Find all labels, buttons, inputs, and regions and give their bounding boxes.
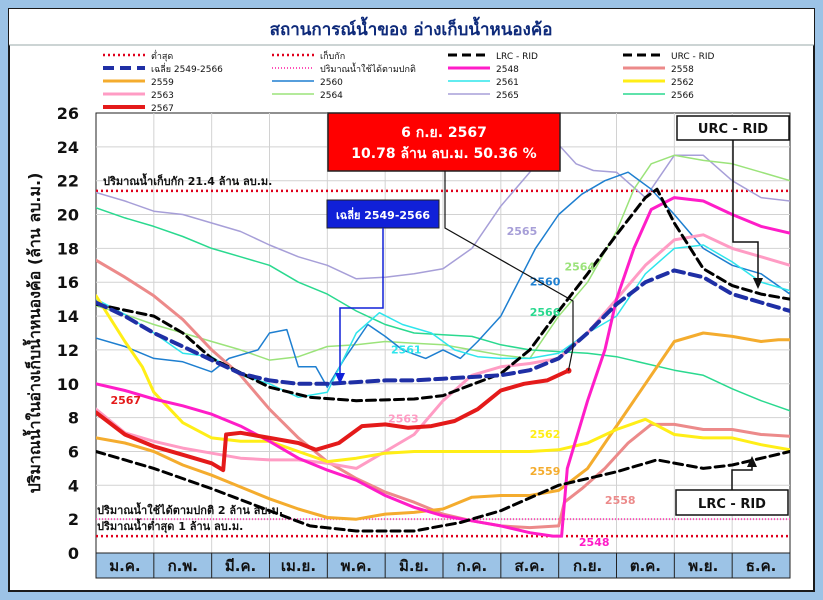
x-tick-label: พ.ค. (341, 557, 372, 575)
title-band (9, 9, 814, 45)
y-tick-label: 10 (57, 375, 79, 394)
reference-label: ปริมาณน้ำใช้ได้ตามปกติ 2 ล้าน ลบ.ม. (97, 502, 283, 517)
reference-label: ปริมาณน้ำเก็บกัก 21.4 ล้าน ลบ.ม. (103, 173, 272, 188)
legend-label: 2560 (320, 78, 343, 88)
urc-callout-arrow-icon (753, 278, 763, 289)
urc-callout-text: URC - RID (698, 122, 768, 137)
series-line (96, 294, 790, 464)
legend-label: ปริมาณน้ำใช้ได้ตามปกติ (320, 62, 416, 75)
y-axis-title: ปริมาณน้ำในอ่างเก็บน้ำหนองค้อ (ล้าน ลบ.ม… (22, 173, 44, 494)
x-tick-label: มี.ค. (225, 557, 256, 575)
series-label: 2559 (530, 465, 561, 478)
legend-label: LRC - RID (496, 52, 538, 62)
y-tick-label: 20 (57, 206, 79, 225)
series-line (96, 137, 790, 280)
series-line (96, 368, 571, 473)
current-callout-date: 6 ก.ย. 2567 (401, 125, 487, 141)
series-label: 2564 (564, 260, 595, 273)
series-label: 2560 (530, 276, 561, 289)
x-tick-label: เม.ย. (281, 557, 316, 575)
series-group (96, 137, 790, 538)
series-line (96, 331, 790, 521)
y-tick-label: 12 (57, 341, 79, 360)
series-label: 2567 (110, 394, 141, 407)
y-tick-label: 4 (68, 476, 79, 495)
series-label: 2562 (530, 428, 561, 441)
legend-label: URC - RID (671, 52, 715, 62)
legend-label: 2564 (320, 91, 343, 101)
y-tick-label: 6 (68, 442, 79, 461)
x-tick-label: ม.ค. (109, 557, 140, 575)
avg-callout-box (326, 199, 440, 229)
series-line (96, 196, 790, 538)
y-tick-label: 18 (57, 239, 79, 258)
legend-label: 2565 (496, 91, 519, 101)
y-tick-label: 14 (57, 307, 79, 326)
lrc-callout-arrow-icon (747, 456, 757, 467)
series-line (96, 207, 790, 412)
avg-callout-text: เฉลี่ย 2549-2566 (336, 207, 430, 222)
current-callout-value: 10.78 ล้าน ลบ.ม. 50.36 % (351, 146, 536, 162)
series-label: 2558 (605, 494, 636, 507)
series-label: 2563 (388, 413, 419, 426)
series-line (96, 171, 790, 388)
legend-label: 2548 (496, 65, 519, 75)
x-tick-label: ธ.ค. (746, 557, 777, 575)
current-callout-box (327, 112, 561, 172)
legend-label: เฉลี่ย 2549-2566 (151, 62, 223, 75)
x-tick-label: ก.ย. (573, 557, 602, 575)
legend-label: 2559 (151, 78, 174, 88)
y-tick-label: 16 (57, 273, 79, 292)
y-tick-label: 22 (57, 172, 79, 191)
urc-callout-box (676, 115, 790, 141)
series-line (96, 233, 790, 470)
y-tick-label: 2 (68, 510, 79, 529)
x-tick-label: ต.ค. (630, 557, 661, 575)
series-label: 2565 (507, 225, 538, 238)
y-tick-label: 0 (68, 544, 79, 563)
series-label: 2561 (391, 343, 422, 356)
legend-label: 2561 (496, 78, 519, 88)
lrc-callout-text: LRC - RID (698, 497, 766, 512)
reference-label: ปริมาณน้ำต่ำสุด 1 ล้าน ลบ.ม. (97, 518, 243, 534)
x-tick-label: มิ.ย. (399, 557, 429, 575)
series-line (96, 268, 790, 386)
y-tick-label: 24 (57, 138, 79, 157)
avg-callout-arrow-icon (335, 373, 345, 384)
series-label: 2566 (530, 306, 561, 319)
series-line (96, 154, 790, 361)
legend-label: 2558 (671, 65, 694, 75)
chart-title: สถานการณ์น้ำของ อ่างเก็บน้ำหนองค้อ (270, 16, 553, 40)
x-tick-label: พ.ย. (688, 557, 718, 575)
urc-callout-leader (732, 140, 759, 283)
series-line (96, 450, 790, 533)
avg-callout-leader (339, 228, 384, 378)
x-tick-label: ส.ค. (514, 557, 545, 575)
legend-label: 2563 (151, 91, 174, 101)
legend-label: 2567 (151, 104, 174, 114)
series-line (96, 187, 790, 403)
legend-label: 2566 (671, 91, 694, 101)
y-tick-label: 8 (68, 409, 79, 428)
x-tick-label: ก.ค. (457, 557, 488, 575)
y-tick-label: 26 (57, 104, 79, 123)
series-label: 2548 (579, 536, 610, 549)
x-tick-label: ก.พ. (168, 557, 198, 575)
legend-label: เก็บกัก (320, 49, 345, 62)
legend-label: ต่ำสุด (151, 49, 173, 62)
current-callout-leader (444, 171, 574, 371)
legend-label: 2562 (671, 78, 694, 88)
